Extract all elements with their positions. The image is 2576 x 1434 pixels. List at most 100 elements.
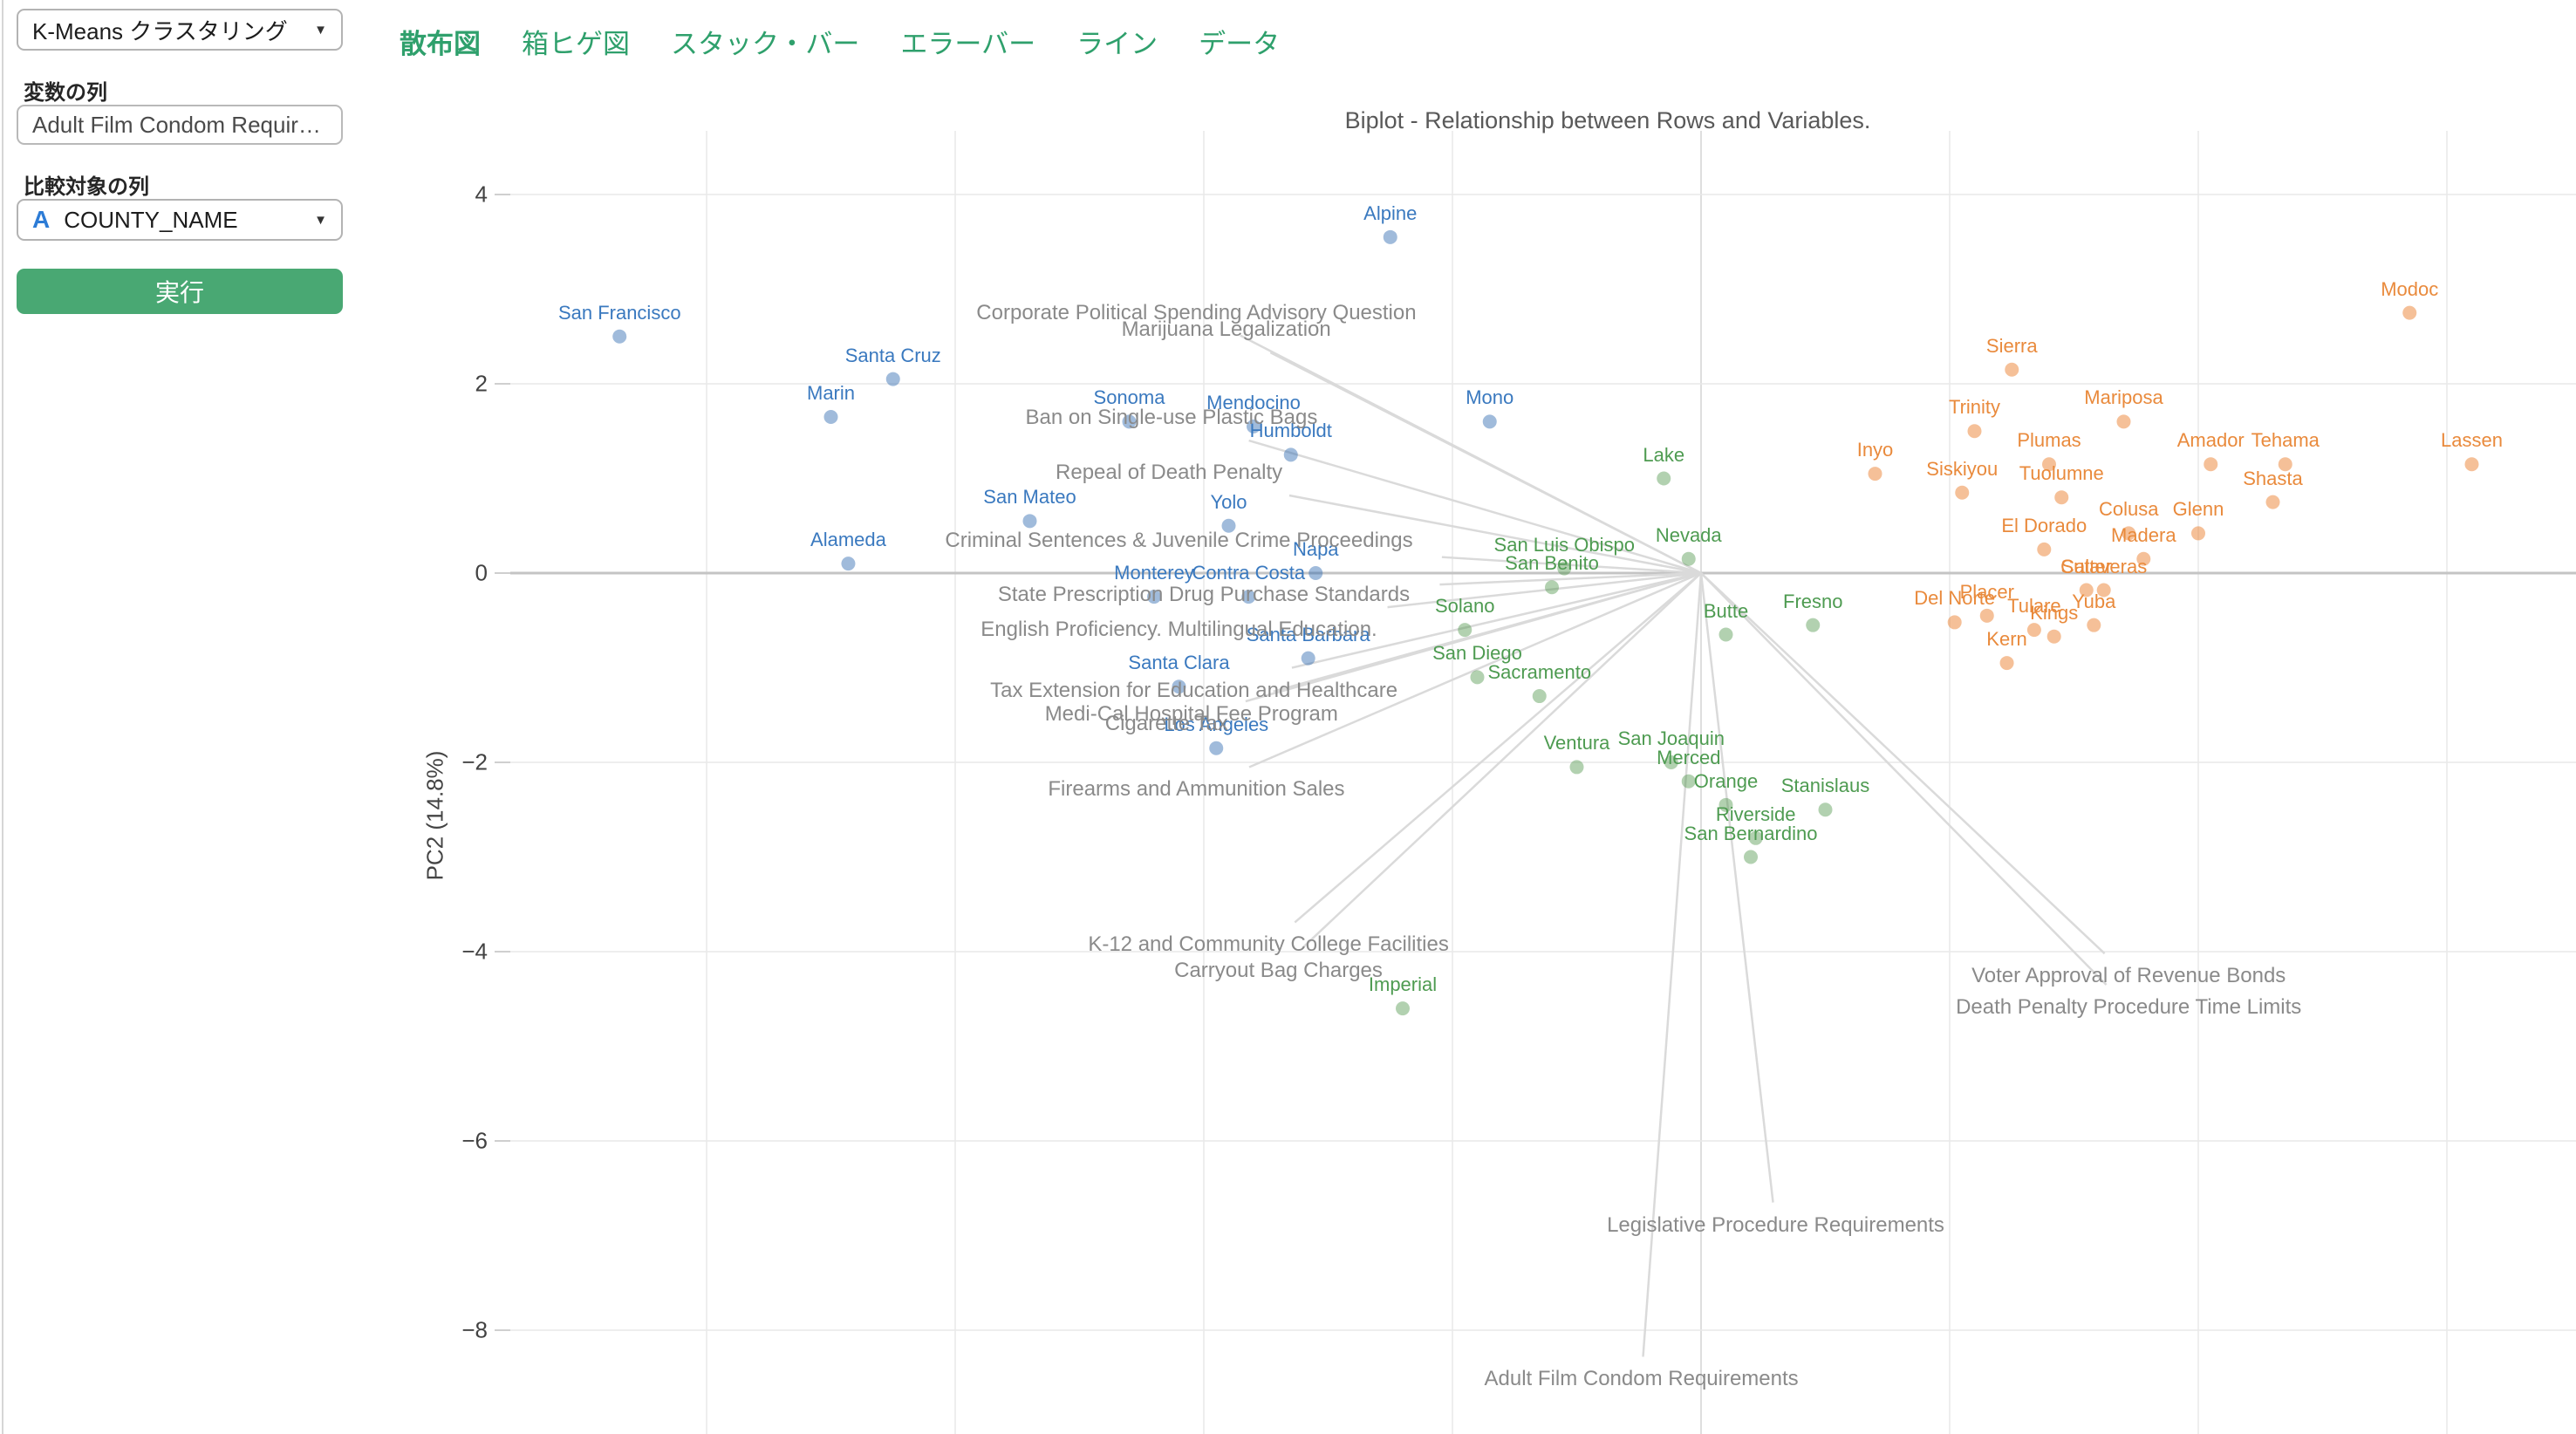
point-label: Tulare <box>2007 595 2061 618</box>
data-point-shasta[interactable] <box>2265 495 2280 509</box>
data-point-solano[interactable] <box>1458 623 1472 638</box>
point-label: Orange <box>1693 769 1759 792</box>
point-label: San Bernardino <box>1684 822 1818 844</box>
point-label: San Diego <box>1432 642 1522 665</box>
point-label: Yuba <box>2072 590 2116 612</box>
data-point-el-dorado[interactable] <box>2037 542 2052 557</box>
loading-label: English Proficiency. Multilingual Educat… <box>981 618 1377 642</box>
data-point-del-norte[interactable] <box>1947 615 1962 630</box>
data-point-santa-barbara[interactable] <box>1301 651 1315 666</box>
data-point-sonoma[interactable] <box>1122 414 1137 429</box>
point-label: Monterey <box>1114 562 1194 584</box>
tab-bar: 散布図 箱ヒゲ図 スタック・バー エラーバー ライン データ <box>400 22 1280 61</box>
data-point-tehama[interactable] <box>2278 457 2292 472</box>
tab-4[interactable]: エラーバー <box>900 29 1036 59</box>
data-point-alameda[interactable] <box>841 557 856 571</box>
data-point-lake[interactable] <box>1657 471 1671 486</box>
data-point-santa-clara[interactable] <box>1172 679 1186 694</box>
point-label: Plumas <box>2017 429 2081 452</box>
data-point-trinity[interactable] <box>1967 424 1982 439</box>
tab-5[interactable]: ライン <box>1076 29 1158 59</box>
data-point-riverside[interactable] <box>1748 830 1763 845</box>
data-point-mono[interactable] <box>1482 414 1497 429</box>
data-point-monterey[interactable] <box>1147 590 1161 604</box>
point-label: Sacramento <box>1487 661 1592 684</box>
data-point-sacramento[interactable] <box>1532 689 1547 704</box>
loading-label: Ban on Single-use Plastic Bags <box>1025 406 1318 430</box>
data-point-san-francisco[interactable] <box>612 329 627 344</box>
data-point-tuolumne[interactable] <box>2054 490 2069 505</box>
point-label: Kings <box>2030 601 2079 624</box>
data-point-yolo[interactable] <box>1221 518 1236 533</box>
data-point-plumas[interactable] <box>2042 457 2056 472</box>
clustering-method-value: K-Means クラスタリング <box>32 17 288 44</box>
data-point-san-diego[interactable] <box>1470 670 1485 685</box>
chevron-down-icon: ▼ <box>314 22 327 38</box>
point-label: Napa <box>1292 538 1339 560</box>
loading-label: Death Penalty Procedure Time Limits <box>1956 995 2302 1019</box>
data-point-kern[interactable] <box>1999 656 2014 671</box>
data-point-los-angeles[interactable] <box>1209 741 1224 755</box>
data-point-sutter[interactable] <box>2079 583 2094 598</box>
data-point-stanislaus[interactable] <box>1818 802 1833 817</box>
point-label: Santa Clara <box>1128 652 1230 674</box>
data-point-humboldt[interactable] <box>1283 447 1298 462</box>
y-tick-label: 2 <box>475 370 488 397</box>
point-label: Colusa <box>2098 498 2159 521</box>
data-point-marin[interactable] <box>823 409 838 424</box>
point-label: Amador <box>2176 429 2245 452</box>
data-point-amador[interactable] <box>2204 457 2218 472</box>
data-point-modoc[interactable] <box>2402 305 2417 320</box>
data-point-san-bernardino[interactable] <box>1744 850 1758 864</box>
data-point-inyo[interactable] <box>1868 467 1882 481</box>
data-point-siskiyou[interactable] <box>1955 485 1970 500</box>
tab-6[interactable]: データ <box>1199 29 1281 59</box>
compare-column-select[interactable]: A COUNTY_NAME ▼ <box>17 199 343 241</box>
data-point-orange[interactable] <box>1718 797 1733 812</box>
data-point-santa-cruz[interactable] <box>885 372 900 386</box>
point-label: San Francisco <box>557 301 681 324</box>
variable-column-input[interactable] <box>17 105 343 145</box>
data-point-kings[interactable] <box>2046 629 2061 644</box>
data-point-imperial[interactable] <box>1396 1001 1410 1016</box>
point-label: Sutter <box>2060 555 2113 577</box>
point-label: Marin <box>806 381 856 404</box>
point-label: Santa Cruz <box>844 344 941 366</box>
tab-3[interactable]: スタック・バー <box>671 29 860 59</box>
data-point-san-joaquin[interactable] <box>1664 755 1678 769</box>
data-point-mariposa[interactable] <box>2116 414 2131 429</box>
point-label: Merced <box>1657 746 1721 768</box>
point-label: Ventura <box>1543 732 1610 755</box>
tab-2[interactable]: 箱ヒゲ図 <box>522 29 630 59</box>
data-point-san-luis-obispo[interactable] <box>1557 561 1572 576</box>
point-label: Solano <box>1434 595 1495 618</box>
data-point-mendocino[interactable] <box>1247 419 1261 434</box>
data-point-tulare[interactable] <box>2026 623 2041 638</box>
data-point-lassen[interactable] <box>2464 457 2479 472</box>
data-point-ventura[interactable] <box>1569 760 1584 775</box>
data-point-yuba[interactable] <box>2087 618 2101 632</box>
data-point-colusa[interactable] <box>2122 526 2136 541</box>
data-point-fresno[interactable] <box>1806 618 1821 632</box>
data-point-placer[interactable] <box>1979 608 1994 623</box>
data-point-contra-costa[interactable] <box>1241 590 1256 604</box>
data-point-alpine[interactable] <box>1383 229 1397 244</box>
data-point-san-benito[interactable] <box>1545 580 1559 595</box>
point-label: Sonoma <box>1093 386 1165 409</box>
loading-label: Carryout Bag Charges <box>1174 958 1383 982</box>
data-point-calaveras[interactable] <box>2096 583 2111 598</box>
run-button[interactable]: 実行 <box>17 269 343 314</box>
data-point-sierra[interactable] <box>2005 362 2019 377</box>
tab-1[interactable]: 散布図 <box>400 29 481 59</box>
data-point-nevada[interactable] <box>1681 551 1696 566</box>
data-point-butte[interactable] <box>1718 627 1733 642</box>
data-point-san-mateo[interactable] <box>1022 514 1037 529</box>
data-point-madera[interactable] <box>2136 551 2151 566</box>
clustering-method-select[interactable]: K-Means クラスタリング ▼ <box>17 9 343 51</box>
loading-label: Tax Extension for Education and Healthca… <box>990 678 1398 702</box>
point-label: Calaveras <box>2060 555 2148 577</box>
data-point-napa[interactable] <box>1308 566 1323 580</box>
point-label: El Dorado <box>2001 514 2087 536</box>
data-point-glenn[interactable] <box>2191 526 2205 541</box>
data-point-merced[interactable] <box>1681 774 1696 789</box>
